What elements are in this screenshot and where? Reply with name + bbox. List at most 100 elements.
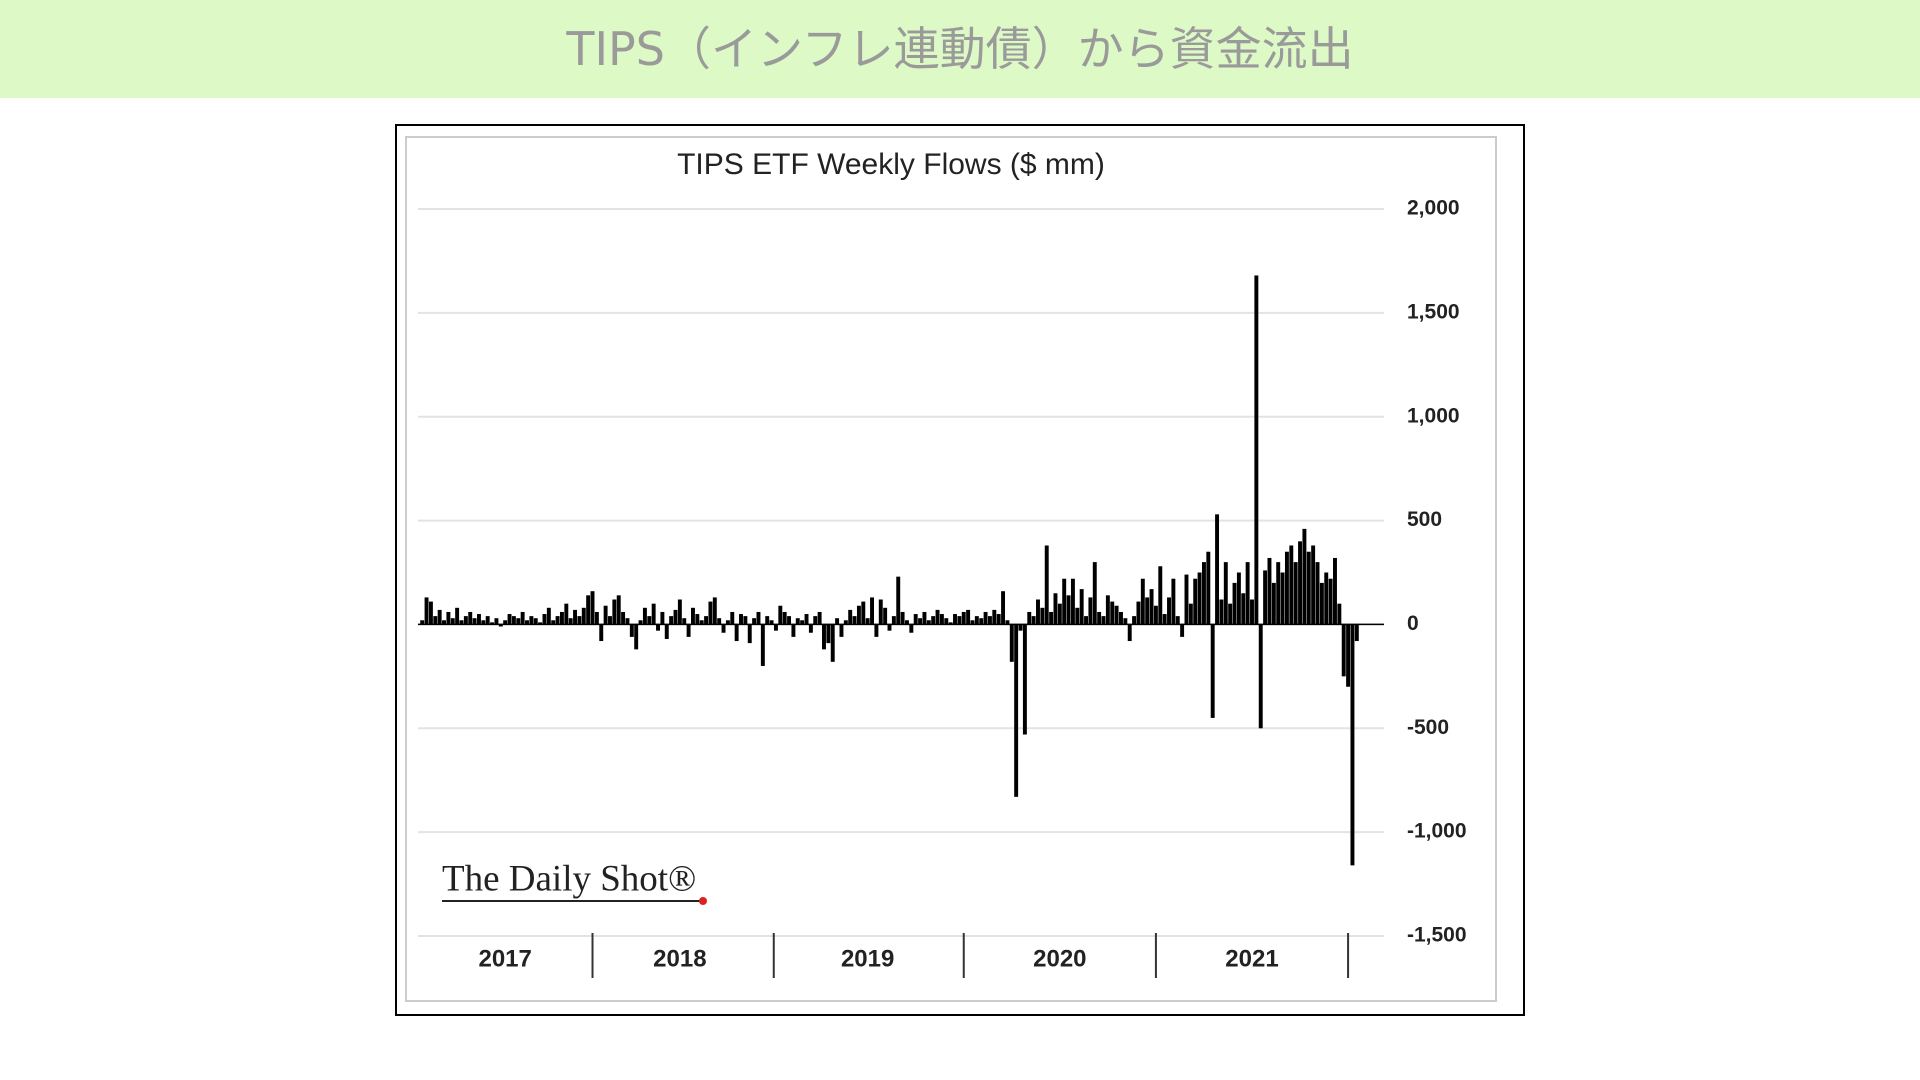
bar (852, 616, 857, 625)
bar (472, 618, 477, 625)
bar (1022, 624, 1027, 735)
bar (1228, 603, 1233, 625)
bar (629, 624, 634, 637)
bar (787, 616, 792, 625)
bar (551, 620, 556, 625)
header-band: TIPS（インフレ連動債）から資金流出 (0, 0, 1920, 98)
bar (974, 616, 979, 625)
bar (1027, 611, 1032, 625)
bar (1210, 624, 1215, 718)
bar (808, 624, 813, 633)
bar (1324, 572, 1329, 625)
bar (1040, 607, 1045, 625)
bar (1328, 578, 1333, 625)
bar (1319, 582, 1324, 625)
bar (1049, 611, 1054, 625)
bar (656, 624, 660, 631)
bar (638, 620, 643, 625)
bar (442, 620, 446, 625)
y-tick-label: 0 (1407, 612, 1419, 635)
bar (778, 605, 783, 625)
bar (1254, 275, 1259, 625)
x-tick-label: 2017 (478, 945, 531, 972)
bar (760, 624, 765, 666)
bar (437, 609, 442, 625)
bar (1293, 562, 1298, 625)
bar (1236, 572, 1241, 625)
y-tick-label: 2,000 (1407, 197, 1460, 220)
bar (791, 624, 796, 637)
bar (1180, 624, 1185, 637)
bar (1289, 545, 1294, 625)
bar (1153, 605, 1158, 625)
bar (1337, 603, 1342, 625)
bar (581, 607, 586, 625)
bar (1341, 624, 1346, 677)
bar (1075, 607, 1080, 625)
bar (682, 618, 687, 625)
bar (450, 618, 455, 625)
bar (647, 616, 652, 625)
bar (843, 620, 848, 625)
bar (935, 609, 940, 625)
bar (717, 618, 722, 625)
bar (1223, 562, 1228, 625)
bar (743, 616, 748, 625)
bar (1044, 545, 1049, 625)
bar (433, 616, 438, 625)
bar (813, 616, 818, 625)
bar (913, 614, 918, 625)
bar (1127, 624, 1132, 642)
bar (424, 597, 429, 625)
bar (887, 624, 892, 631)
bar (704, 616, 709, 625)
bar (909, 624, 914, 633)
bar (979, 618, 984, 625)
bar (699, 620, 704, 625)
bar (459, 620, 464, 625)
watermark-dot (699, 897, 707, 905)
bar (721, 624, 726, 633)
bar (856, 605, 861, 625)
bar (455, 607, 460, 625)
bar (1333, 557, 1337, 625)
bar (944, 618, 949, 625)
bar (669, 616, 674, 625)
bar (1136, 601, 1141, 625)
bar (1263, 570, 1268, 625)
bar (870, 597, 874, 625)
bar (686, 624, 691, 637)
bar (1084, 616, 1089, 625)
bar (1140, 578, 1145, 625)
bar (817, 611, 822, 625)
bar (918, 618, 923, 625)
bar (498, 624, 503, 627)
bar (695, 614, 700, 625)
bar (1119, 611, 1123, 625)
bar (878, 599, 883, 625)
bar (804, 614, 809, 625)
bar (1245, 562, 1250, 625)
bar (568, 618, 573, 625)
bar (1354, 624, 1359, 642)
bar (511, 616, 516, 625)
bar (616, 595, 621, 625)
bar (520, 611, 525, 625)
bar (961, 611, 966, 625)
x-tick-label: 2018 (653, 945, 706, 972)
bar (1132, 616, 1137, 625)
bar (966, 609, 971, 625)
bar (769, 620, 774, 625)
bar (883, 607, 888, 625)
bar (564, 603, 569, 625)
bar (1201, 562, 1206, 625)
bar (559, 611, 564, 625)
bar (538, 622, 543, 625)
bar (1005, 620, 1010, 625)
bar (476, 614, 481, 625)
bar (594, 611, 599, 625)
bar (765, 616, 770, 625)
bar (782, 611, 787, 625)
